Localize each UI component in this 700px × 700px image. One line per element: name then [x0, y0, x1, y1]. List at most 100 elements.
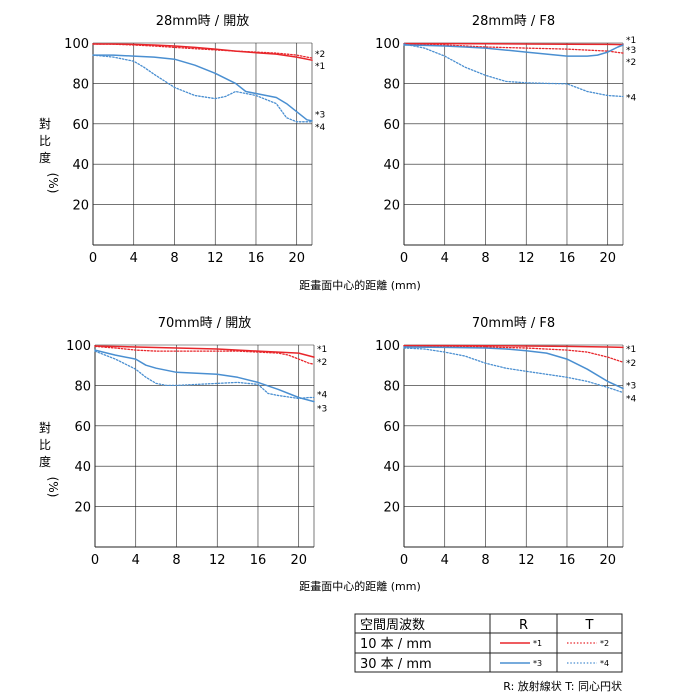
y-axis-label-char: 對 — [39, 421, 51, 435]
series-line-2 — [403, 43, 624, 54]
x-axis-label: 距畫面中心的距離 (mm) — [299, 579, 421, 593]
series-end-label: *2 — [626, 359, 636, 369]
y-tick-label: 40 — [74, 460, 91, 475]
series-end-label: *3 — [626, 46, 636, 56]
series-line-1 — [403, 42, 624, 46]
series-end-label: *1 — [626, 345, 636, 355]
table-header-r: R — [519, 618, 528, 633]
x-tick-label: 4 — [441, 251, 449, 266]
x-tick-label: 12 — [209, 553, 226, 568]
y-tick-label: 80 — [72, 77, 89, 92]
x-axis-label: 距畫面中心的距離 (mm) — [299, 278, 421, 292]
x-tick-label: 4 — [132, 553, 140, 568]
y-tick-label: 40 — [383, 460, 400, 475]
y-tick-label: 60 — [383, 420, 400, 435]
y-tick-label: 60 — [383, 118, 400, 133]
chart-panel-2: 28mm時 / F8 0 4 8 12 16 20 20 40 60 80 100 *1*3 *2 *4 — [375, 14, 636, 266]
series-line-2 — [92, 43, 313, 59]
y-tick-label: 60 — [74, 420, 91, 435]
y-tick-label: 20 — [74, 501, 91, 516]
y-tick-label: 80 — [383, 379, 400, 394]
y-tick-label: 100 — [66, 339, 91, 354]
series-line-4 — [403, 347, 624, 394]
legend-mark: *1 — [533, 639, 542, 648]
chart-title: 70mm時 / 開放 — [158, 316, 252, 331]
y-tick-label: 100 — [375, 37, 400, 52]
series-end-label: *3 — [626, 381, 636, 391]
x-tick-label: 8 — [170, 251, 178, 266]
x-tick-label: 20 — [290, 553, 307, 568]
series-end-label: *1 — [315, 62, 325, 72]
y-axis-label: 對比度 (%) — [39, 117, 60, 193]
table-row-label: 30 本 / mm — [360, 657, 432, 672]
legend-mark: *3 — [533, 659, 542, 668]
y-axis-label-char: 比 — [39, 438, 51, 452]
series-end-label: *4 — [626, 94, 637, 104]
series-line-4 — [403, 43, 624, 98]
legend-footnote: R: 放射線状 T: 同心円状 — [503, 679, 622, 693]
x-tick-label: 4 — [130, 251, 138, 266]
series-line-3 — [403, 44, 624, 57]
x-tick-label: 12 — [207, 251, 224, 266]
series-end-label: *1 — [626, 36, 636, 46]
series-line-4 — [94, 350, 315, 400]
x-tick-label: 0 — [89, 251, 97, 266]
y-tick-label: 20 — [383, 501, 400, 516]
chart-title: 70mm時 / F8 — [472, 316, 555, 331]
series-end-label: *2 — [626, 58, 636, 68]
table-header-t: T — [585, 618, 594, 633]
y-tick-label: 80 — [74, 379, 91, 394]
x-tick-label: 0 — [400, 553, 408, 568]
series-line-3 — [94, 349, 315, 403]
series-line-1 — [403, 344, 624, 349]
x-tick-label: 0 — [400, 251, 408, 266]
x-tick-label: 4 — [441, 553, 449, 568]
x-tick-label: 8 — [172, 553, 180, 568]
series-end-label: *4 — [315, 123, 326, 133]
y-tick-label: 20 — [383, 199, 400, 214]
x-tick-label: 12 — [518, 553, 535, 568]
x-tick-label: 20 — [288, 251, 305, 266]
series-end-label: *1 — [317, 345, 327, 355]
x-tick-label: 16 — [248, 251, 265, 266]
y-tick-label: 60 — [72, 118, 89, 133]
series-end-label: *2 — [315, 50, 325, 60]
y-axis-label-char: 度 — [39, 454, 51, 469]
y-axis-label-char: 度 — [39, 150, 51, 165]
legend-mark: *2 — [600, 639, 609, 648]
table-header-label: 空間周波数 — [360, 618, 425, 633]
x-tick-label: 16 — [250, 553, 267, 568]
series-line-4 — [92, 54, 313, 123]
x-tick-label: 8 — [481, 553, 489, 568]
x-tick-label: 0 — [91, 553, 99, 568]
y-tick-label: 100 — [64, 37, 89, 52]
series-end-label: *3 — [317, 405, 327, 415]
series-line-1 — [92, 43, 313, 61]
y-tick-label: 100 — [375, 339, 400, 354]
y-tick-label: 40 — [383, 158, 400, 173]
x-tick-label: 16 — [559, 251, 576, 266]
x-tick-label: 16 — [559, 553, 576, 568]
series-line-1 — [94, 345, 315, 358]
y-axis-label-char: (%) — [46, 173, 60, 194]
series-line-2 — [403, 345, 624, 363]
chart-title: 28mm時 / 開放 — [156, 14, 250, 29]
table-row-label: 10 本 / mm — [360, 637, 432, 652]
x-tick-label: 20 — [599, 251, 616, 266]
table-border — [354, 613, 623, 673]
x-tick-label: 20 — [599, 553, 616, 568]
y-axis-label-char: 對 — [39, 117, 51, 131]
y-tick-label: 40 — [72, 158, 89, 173]
x-tick-label: 12 — [518, 251, 535, 266]
chart-panel-3: 70mm時 / 開放 0 4 8 12 16 20 20 40 60 80 100 *1 *2 *4 *3 — [66, 316, 327, 568]
legend-mark: *4 — [600, 659, 609, 668]
series-end-label: *2 — [317, 358, 327, 368]
series-line-2 — [94, 345, 315, 365]
y-axis-label: 對比度 (%) — [39, 421, 60, 497]
chart-panel-1: 28mm時 / 開放 0 4 8 12 16 20 20 40 60 80 100 *2 *1 *3 *4 — [64, 14, 325, 266]
chart-panel-4: 70mm時 / F8 0 4 8 12 16 20 20 40 60 80 100 *1 *2 *3 *4 — [375, 316, 636, 568]
series-line-3 — [403, 346, 624, 390]
y-axis-label-char: 比 — [39, 134, 51, 148]
series-line-3 — [92, 54, 313, 122]
legend-table: 空間周波数 R T 10 本 / mm *1 *2 30 本 / mm *3 *4 — [354, 613, 623, 673]
